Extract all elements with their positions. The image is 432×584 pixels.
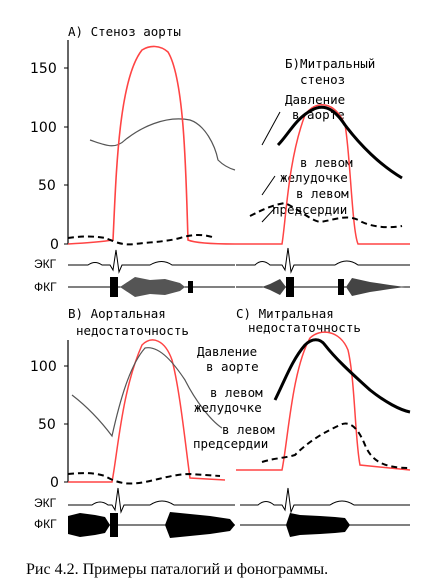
panel-b-annotation: в левом: [300, 155, 353, 170]
panel-b-presystolic-murmur: [262, 279, 286, 295]
panel-a-s2-sound: [188, 281, 193, 293]
panel-b-ventricle-pointer: [261, 175, 276, 196]
panel-a-ecg-trace: [68, 249, 235, 274]
panel-d-title-line2: недостаточность: [248, 320, 361, 335]
panel-a-s1-sound: [110, 277, 118, 297]
panel-c-aortic-pressure-curve: [71, 347, 223, 438]
panel-c-tick-label: 100: [30, 359, 57, 375]
panel-d-annotation: в аорте: [206, 359, 259, 374]
panel-b-annotation: желудочке: [280, 170, 348, 185]
panel-d-annotation: желудочке: [194, 400, 262, 415]
panel-c-diastolic-murmur: [165, 512, 235, 538]
panel-b-title-line1: Б)Митральный: [285, 56, 375, 71]
panel-b-annotation: в левом: [296, 186, 349, 201]
panel-d-annotation: Давление: [197, 344, 257, 359]
figure-caption: Рис 4.2. Примеры паталогий и фонограммы.: [26, 561, 328, 578]
panel-c-title-line1: В) Аортальная: [68, 306, 166, 321]
panel-a-ventricle-pressure-curve: [67, 45, 236, 245]
panel-d-ventricle-pressure-curve: [236, 331, 411, 471]
panel-b-diastolic-murmur: [346, 278, 405, 296]
panel-c-atrium-pressure-curve: [67, 472, 221, 485]
panel-b-s1-sound: [286, 277, 294, 297]
panel-b-title-line2: стеноз: [300, 72, 345, 87]
panel-a-atrium-pressure-curve: [67, 234, 216, 246]
panel-a-tick-label: 100: [30, 120, 57, 136]
panel-a-title: А) Стеноз аорты: [68, 24, 181, 39]
panel-a-tick-label: 50: [38, 178, 56, 194]
panel-c-tick-label: 0: [50, 475, 59, 491]
panel-c-ecg-label: ЭКГ: [34, 496, 57, 510]
panel-a-systolic-murmur: [120, 277, 185, 297]
panel-b-annotation: Давление: [285, 92, 345, 107]
panel-c-pcg-label: ФКГ: [34, 517, 57, 531]
panel-c-tick-label: 50: [38, 417, 56, 433]
panel-aortic-stenosis: А) Стеноз аорты 150 100 50 0 ЭКГ ФКГ: [30, 24, 236, 297]
panel-d-aortic-pressure-curve: [273, 338, 411, 414]
panel-d-atrium-pressure-curve: [261, 422, 411, 469]
panel-b-atrium-pressure-curve: [249, 201, 403, 229]
panel-c-title-line2: недостаточность: [76, 323, 189, 338]
panel-a-pcg-label: ФКГ: [34, 280, 57, 294]
panel-c-ecg-trace: [68, 487, 235, 514]
panel-aortic-regurgitation: В) Аортальная недостаточность 100 50 0 Э…: [30, 306, 235, 538]
panel-b-aorta-pointer: [261, 111, 281, 146]
panel-c-s1-sound: [110, 513, 118, 537]
panel-d-annotation: в левом: [222, 422, 275, 437]
panel-b-ventricle-pressure-curve: [235, 104, 410, 245]
panel-d-annotation: в левом: [210, 385, 263, 400]
panel-b-s2-sound: [338, 279, 344, 295]
panel-d-holosystolic-murmur: [286, 513, 350, 537]
panel-c-ventricle-pressure-curve: [68, 339, 226, 483]
panel-b-atrium-pointer: [261, 207, 276, 223]
panel-c-diastolic-murmur-start: [68, 513, 110, 537]
panel-d-annotation: предсердии: [193, 436, 268, 451]
panel-b-aortic-pressure-curve: [276, 105, 403, 180]
panel-b-ecg-trace: [236, 247, 410, 274]
panel-a-aortic-pressure-curve: [89, 118, 236, 171]
panel-d-title-line1: С) Митральная: [236, 306, 334, 321]
panel-a-tick-label: 0: [50, 237, 59, 253]
panel-mitral-regurgitation: С) Митральная недостаточность Давление в…: [193, 306, 411, 537]
panel-a-ecg-label: ЭКГ: [34, 257, 57, 271]
panel-a-tick-label: 150: [30, 61, 57, 77]
panel-d-ecg-trace: [240, 487, 410, 514]
panel-mitral-stenosis: Б)Митральный стеноз Давление в аорте в л…: [235, 56, 410, 297]
